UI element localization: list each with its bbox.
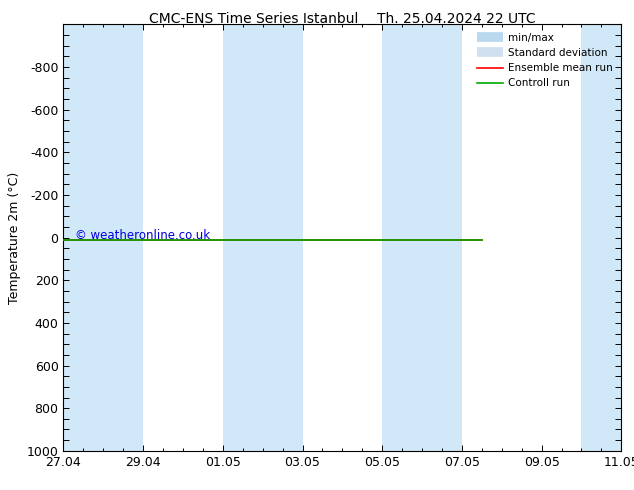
Legend: min/max, Standard deviation, Ensemble mean run, Controll run: min/max, Standard deviation, Ensemble me…: [474, 30, 616, 92]
Text: CMC-ENS Time Series Istanbul: CMC-ENS Time Series Istanbul: [149, 12, 358, 26]
Bar: [581, 24, 634, 451]
Text: © weatheronline.co.uk: © weatheronline.co.uk: [75, 229, 210, 242]
Bar: [63, 24, 143, 451]
Text: Th. 25.04.2024 22 UTC: Th. 25.04.2024 22 UTC: [377, 12, 536, 26]
Y-axis label: Temperature 2m (°C): Temperature 2m (°C): [8, 172, 21, 304]
Bar: [382, 24, 462, 451]
Bar: [223, 24, 302, 451]
